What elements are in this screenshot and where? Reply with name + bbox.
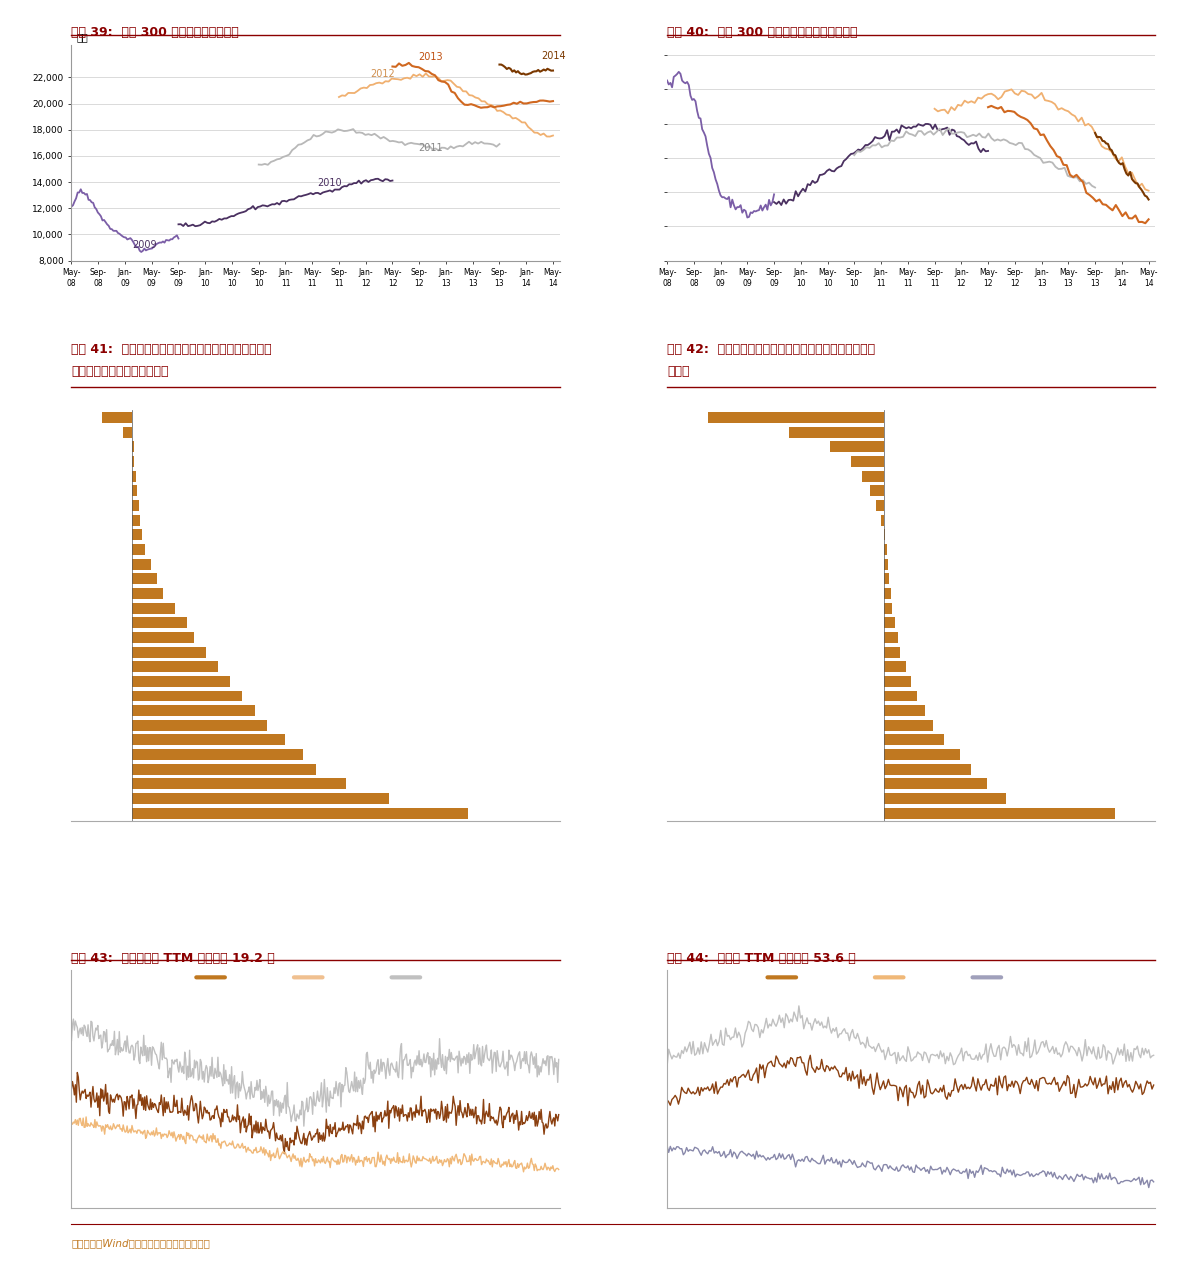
Bar — [132, 515, 139, 525]
Text: 有所下调，有色金属有所上调: 有所下调，有色金属有所上调 — [71, 364, 169, 377]
Bar — [884, 603, 892, 613]
Text: 图表 44:  创业板 TTM 市盈率为 53.6 倍: 图表 44: 创业板 TTM 市盈率为 53.6 倍 — [667, 952, 856, 965]
Bar — [884, 617, 894, 629]
Text: 度较大: 度较大 — [667, 364, 690, 377]
Bar — [132, 808, 468, 819]
Bar — [830, 441, 884, 452]
Bar — [132, 778, 347, 790]
Bar — [884, 735, 943, 745]
Text: 2011: 2011 — [418, 143, 442, 152]
Text: 2012: 2012 — [370, 69, 394, 79]
Bar — [132, 500, 138, 511]
Text: 2010: 2010 — [318, 178, 342, 188]
Bar — [884, 676, 911, 686]
Bar — [884, 794, 1006, 804]
Bar — [132, 631, 193, 643]
Bar — [132, 486, 137, 496]
Bar — [884, 647, 900, 658]
Bar — [132, 441, 133, 452]
Text: 图表 41:  上周港口航运和轻工制造等行业市场一致预期: 图表 41: 上周港口航运和轻工制造等行业市场一致预期 — [71, 343, 272, 355]
Bar — [884, 749, 960, 760]
Bar — [871, 486, 884, 496]
Bar — [884, 661, 905, 672]
Bar — [132, 720, 267, 731]
Bar — [881, 515, 884, 525]
Bar — [132, 794, 388, 804]
Text: 2014: 2014 — [541, 51, 566, 61]
Bar — [132, 661, 218, 672]
Bar — [124, 427, 132, 438]
Bar — [884, 588, 891, 599]
Bar — [875, 500, 884, 511]
Bar — [884, 690, 917, 702]
Bar — [102, 412, 132, 423]
Bar — [132, 529, 142, 541]
Bar — [884, 574, 890, 584]
Text: 图表 42:  年初至今港口航运、航空机场等行业盈利下调幅: 图表 42: 年初至今港口航运、航空机场等行业盈利下调幅 — [667, 343, 875, 355]
Bar — [884, 631, 898, 643]
Bar — [132, 544, 144, 555]
Bar — [884, 529, 885, 541]
Bar — [884, 558, 888, 570]
Text: 图表 39:  沪深 300 成分预测净利润变动: 图表 39: 沪深 300 成分预测净利润变动 — [71, 27, 239, 40]
Bar — [852, 456, 884, 466]
Text: 2013: 2013 — [419, 52, 443, 63]
Bar — [132, 749, 304, 760]
Bar — [132, 456, 135, 466]
Bar — [132, 588, 163, 599]
Bar — [884, 544, 887, 555]
Bar — [132, 574, 157, 584]
Bar — [790, 427, 884, 438]
Bar — [132, 647, 206, 658]
Text: 图表 43:  非银行板块 TTM 市盈率为 19.2 倍: 图表 43: 非银行板块 TTM 市盈率为 19.2 倍 — [71, 952, 275, 965]
Bar — [132, 603, 175, 613]
Bar — [132, 735, 285, 745]
Text: 亿元: 亿元 — [76, 32, 88, 42]
Text: 图表 40:  沪深 300 非金融成分预测净利润变动: 图表 40: 沪深 300 非金融成分预测净利润变动 — [667, 27, 858, 40]
Text: 2009: 2009 — [132, 239, 157, 249]
Bar — [884, 764, 971, 774]
Bar — [132, 705, 255, 716]
Bar — [884, 705, 924, 716]
Bar — [862, 470, 884, 482]
Bar — [884, 720, 933, 731]
Bar — [132, 558, 151, 570]
Bar — [132, 690, 242, 702]
Bar — [132, 617, 187, 629]
Bar — [132, 764, 316, 774]
Bar — [884, 808, 1115, 819]
Text: 资料来源：Wind，朝阳永续，中金公司研究部: 资料来源：Wind，朝阳永续，中金公司研究部 — [71, 1238, 211, 1249]
Bar — [884, 778, 987, 790]
Bar — [132, 676, 230, 686]
Bar — [132, 470, 136, 482]
Bar — [707, 412, 884, 423]
